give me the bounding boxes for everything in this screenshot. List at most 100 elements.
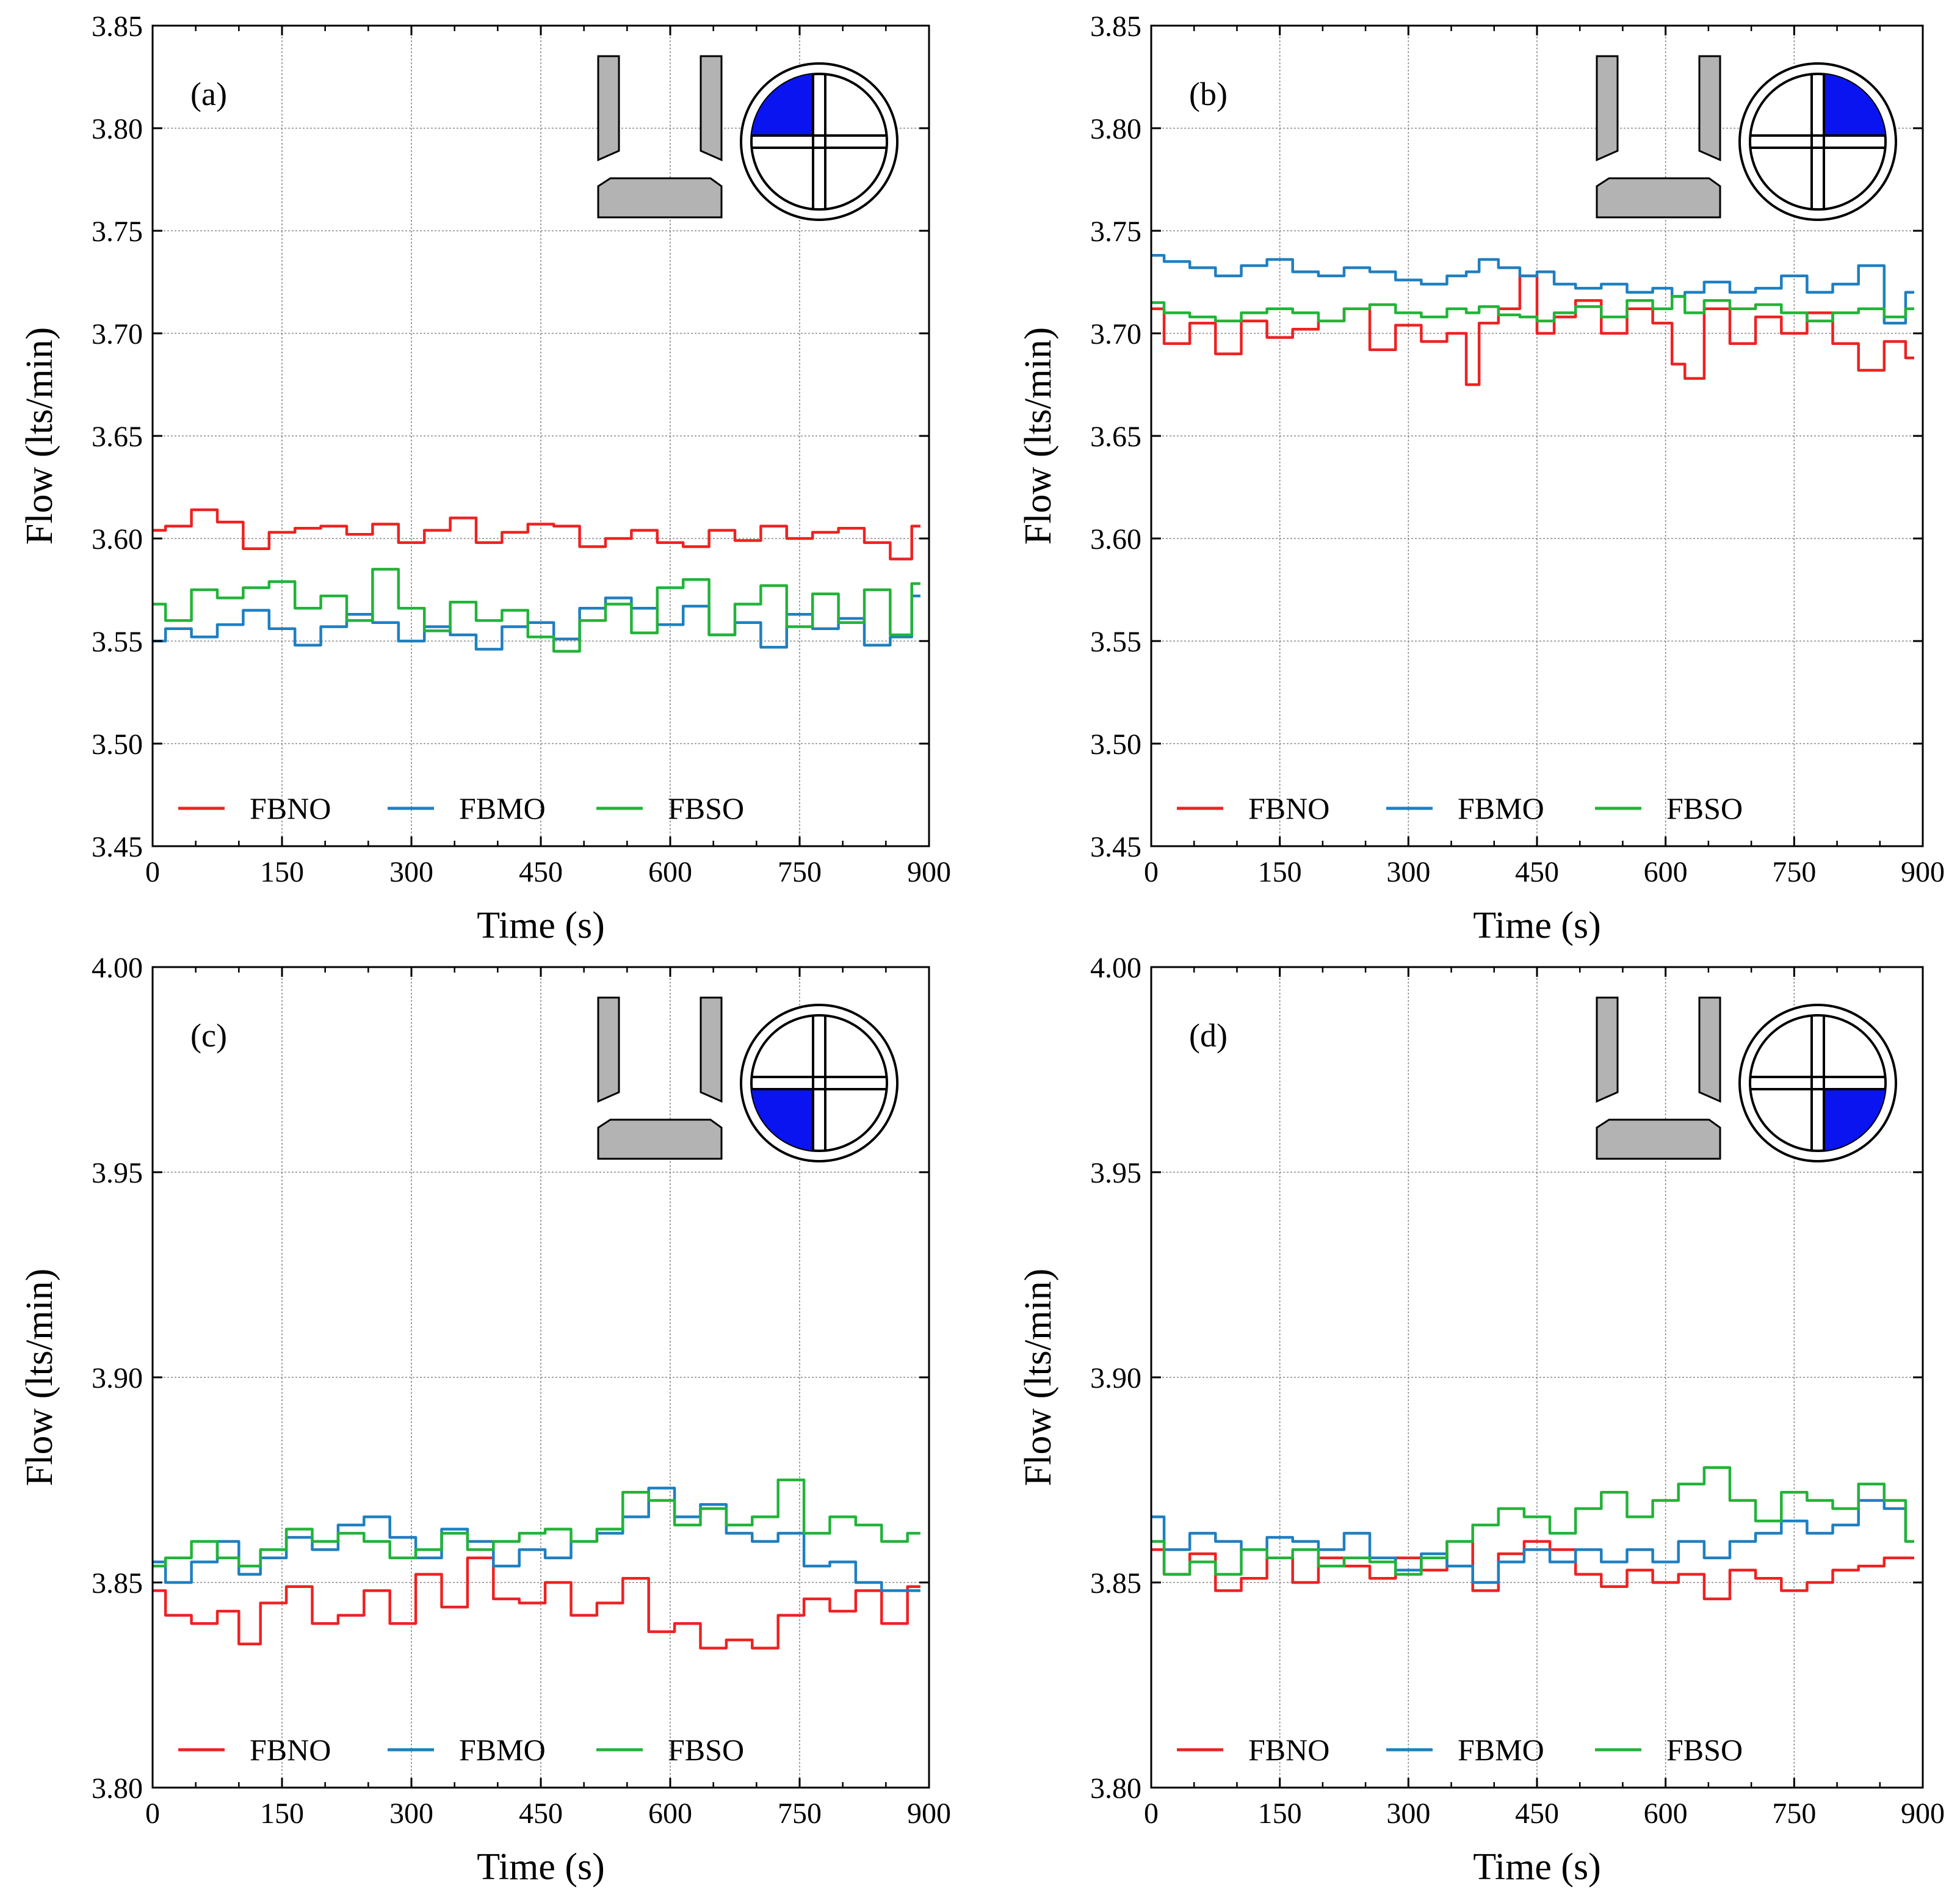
x-tick-label: 0 <box>1144 856 1159 888</box>
series-line-fbno <box>153 1556 920 1650</box>
panel-b: 0 150 300 450 600 750 900 3.45 3.50 3.55 3.60 3.65 3… <box>1018 10 1945 946</box>
series-line-fbso <box>153 1478 920 1568</box>
legend-label-fbso: FBSO <box>668 1733 744 1767</box>
bottom-electrode-block <box>1596 177 1721 219</box>
series-line-fbno <box>1151 274 1914 386</box>
series-line-fbso <box>1151 295 1914 323</box>
y-tick-label: 3.60 <box>1090 523 1141 556</box>
series-line-fbso <box>153 568 920 653</box>
inset-schematic <box>597 55 899 221</box>
legend-label-fbno: FBNO <box>250 791 331 825</box>
x-tick-label: 150 <box>260 856 304 888</box>
y-tick-label: 3.75 <box>1090 216 1141 248</box>
series-line-fbmo <box>153 1487 920 1592</box>
series-line-fbso <box>1151 1466 1914 1576</box>
x-tick-label: 450 <box>1515 1797 1559 1830</box>
inset-schematic <box>1596 996 1897 1162</box>
panel-c: 0 150 300 450 600 750 900 3.80 3.85 3.90 3.95 4.00 T… <box>19 952 951 1888</box>
y-axis-title: Flow (lts/min) <box>1018 1269 1059 1487</box>
legend-label-fbmo: FBMO <box>459 1733 546 1767</box>
x-tick-label: 450 <box>1515 856 1559 888</box>
legend-label-fbno: FBNO <box>250 1733 331 1767</box>
legend-label-fbmo: FBMO <box>1458 791 1544 825</box>
inset-schematic <box>597 996 899 1162</box>
x-axis-title: Time (s) <box>477 905 605 946</box>
x-tick-label: 600 <box>648 856 692 888</box>
series-group <box>1151 1466 1914 1601</box>
panel-d: 0 150 300 450 600 750 900 3.80 3.85 3.90 3.95 4.00 T… <box>1018 952 1945 1888</box>
y-tick-label: 3.60 <box>92 523 143 556</box>
legend-label-fbmo: FBMO <box>459 791 546 825</box>
left-electrode-block <box>597 55 620 162</box>
y-tick-label: 3.50 <box>92 728 143 761</box>
highlighted-quadrant <box>751 74 813 136</box>
y-tick-label: 3.95 <box>92 1157 143 1189</box>
y-tick-label: 3.85 <box>92 1567 143 1600</box>
x-tick-label: 750 <box>1772 1797 1816 1830</box>
legend-label-fbno: FBNO <box>1248 1733 1329 1767</box>
right-electrode-block <box>700 996 723 1103</box>
y-tick-label: 3.90 <box>92 1362 143 1394</box>
x-tick-label: 0 <box>145 856 160 888</box>
x-tick-label: 600 <box>1644 1797 1688 1830</box>
x-axis-title: Time (s) <box>1473 905 1601 946</box>
y-tick-label: 3.65 <box>92 421 143 453</box>
series-line-fbmo <box>1151 254 1914 325</box>
y-tick-label: 3.75 <box>92 216 143 248</box>
series-line-fbno <box>153 508 920 560</box>
x-tick-label: 750 <box>1772 856 1816 888</box>
x-axis-title: Time (s) <box>1473 1846 1601 1888</box>
right-electrode-block <box>700 55 723 162</box>
y-axis-title: Flow (lts/min) <box>19 327 60 545</box>
legend-label-fbmo: FBMO <box>1458 1733 1544 1767</box>
y-tick-label: 3.80 <box>92 1772 143 1805</box>
bottom-electrode-block <box>597 1118 723 1160</box>
x-tick-label: 600 <box>1644 856 1688 888</box>
legend-label-fbso: FBSO <box>1666 791 1743 825</box>
y-tick-label: 3.55 <box>1090 626 1141 658</box>
legend-label-fbso: FBSO <box>1666 1733 1743 1767</box>
series-group <box>1151 254 1914 386</box>
x-tick-label: 900 <box>907 1797 951 1830</box>
panel-label: (d) <box>1189 1017 1228 1054</box>
y-tick-label: 3.85 <box>92 10 143 43</box>
x-tick-label: 750 <box>778 856 822 888</box>
y-axis-title: Flow (lts/min) <box>19 1269 60 1487</box>
y-tick-label: 3.85 <box>1090 1567 1141 1600</box>
x-axis-title: Time (s) <box>477 1846 605 1888</box>
x-tick-label: 450 <box>519 1797 563 1830</box>
x-tick-label: 0 <box>145 1797 160 1830</box>
x-tick-label: 300 <box>389 1797 433 1830</box>
x-tick-label: 150 <box>260 1797 304 1830</box>
y-tick-label: 3.65 <box>1090 421 1141 453</box>
right-electrode-block <box>1698 55 1721 162</box>
legend-label-fbno: FBNO <box>1248 791 1329 825</box>
x-tick-label: 900 <box>1901 856 1945 888</box>
series-group <box>153 508 920 653</box>
series-line-fbmo <box>1151 1499 1914 1584</box>
inset-schematic <box>1596 55 1897 221</box>
y-tick-label: 3.95 <box>1090 1157 1141 1189</box>
x-tick-label: 450 <box>519 856 563 888</box>
highlighted-quadrant <box>1824 1089 1886 1151</box>
x-tick-label: 900 <box>1901 1797 1945 1830</box>
left-electrode-block <box>1596 55 1619 162</box>
y-tick-label: 3.45 <box>1090 831 1141 863</box>
series-group <box>153 1478 920 1650</box>
legend-label-fbso: FBSO <box>668 791 744 825</box>
y-tick-label: 3.50 <box>1090 728 1141 761</box>
highlighted-quadrant <box>1824 74 1886 136</box>
y-tick-label: 3.80 <box>1090 1772 1141 1805</box>
x-tick-label: 300 <box>1386 856 1430 888</box>
panel-label: (b) <box>1189 76 1228 112</box>
y-tick-label: 3.55 <box>92 626 143 658</box>
x-tick-label: 150 <box>1258 856 1302 888</box>
x-tick-label: 300 <box>389 856 433 888</box>
bottom-electrode-block <box>1596 1118 1721 1160</box>
x-tick-label: 300 <box>1386 1797 1430 1830</box>
panel-label: (c) <box>190 1017 227 1054</box>
y-axis-title: Flow (lts/min) <box>1018 327 1059 545</box>
right-electrode-block <box>1698 996 1721 1103</box>
left-electrode-block <box>597 996 620 1103</box>
